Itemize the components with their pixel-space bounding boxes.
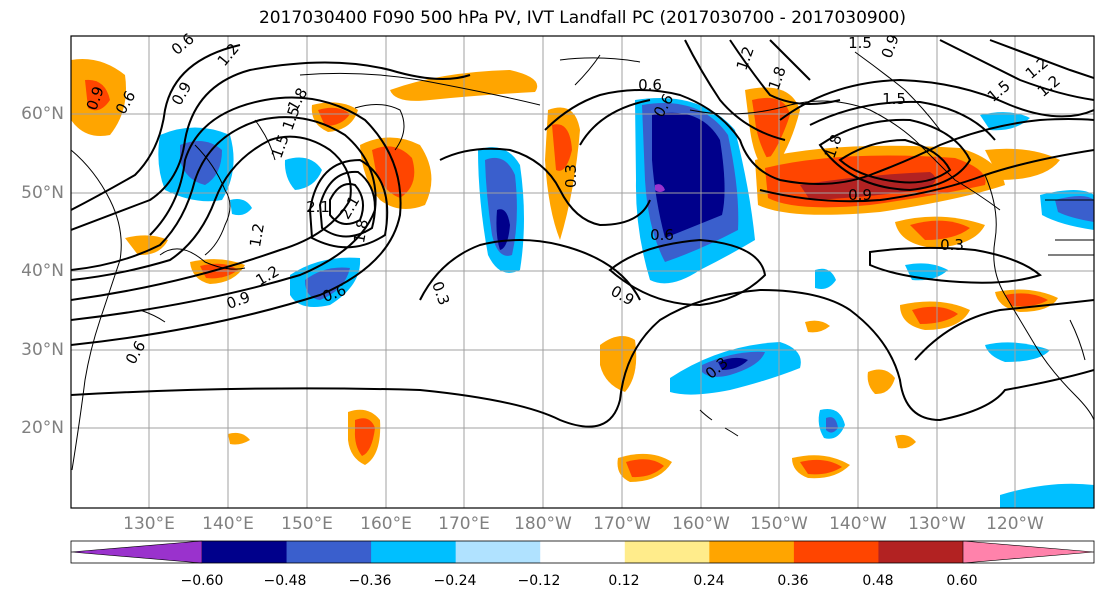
colorbar-tick-label: 0.12 [608,573,640,589]
contour-label: 0.3 [562,164,580,188]
contour-label: 0.6 [650,226,674,244]
anomaly-negative [980,112,1030,131]
contours [71,39,1094,428]
lon-label: 150°E [281,514,333,534]
colorbar-segment [709,541,795,563]
colorbar-tick-label: −0.12 [517,573,561,589]
lon-label: 140°E [202,514,254,534]
lon-label: 120°W [986,514,1044,534]
anomaly-negative [905,263,948,281]
lat-label: 50°N [21,183,64,203]
lat-label: 20°N [21,418,64,438]
contour-label: 0.3 [940,236,964,254]
lon-label: 170°W [593,514,651,534]
colorbar-segment [455,541,541,563]
anomaly-positive [600,336,637,392]
colorbar-segment [286,541,372,563]
anomaly-positive [125,235,168,256]
anomaly-positive [867,369,895,395]
contour-label: 0.6 [638,76,662,94]
contour-label: 1.2 [253,262,283,290]
lon-label: 130°W [908,514,966,534]
colorbar-extend-high [962,540,1095,564]
contour-label: 0.9 [848,186,872,204]
contour-label: 0.9 [168,79,196,109]
anomaly-positive [805,320,830,333]
colorbar [70,540,1095,564]
colorbar-tick-label: 0.60 [946,573,978,589]
map-frame [70,35,1095,509]
lon-label: 170°E [438,514,490,534]
colorbar-segment [540,541,626,563]
contour-label: 1.5 [984,77,1014,106]
lat-label: 40°N [21,261,64,281]
lat-label: 30°N [21,340,64,360]
colorbar-segment [202,541,288,563]
contour-label: 0.6 [168,30,198,59]
anomaly-negative [284,157,322,190]
contour-label: 1.8 [765,64,790,93]
anomaly-positive [895,434,916,449]
colorbar-segment [793,541,879,563]
lon-label: 140°W [829,514,887,534]
contour-label: 2.1 [336,193,364,223]
colorbar-tick-label: −0.48 [263,573,307,589]
contour-label: 1.8 [350,218,372,245]
colorbar-tick-label: −0.24 [433,573,477,589]
colorbar-segment [878,541,964,563]
colorbar-tick-label: 0.48 [862,573,894,589]
anomaly-negative [230,199,252,216]
contour-label: 0.3 [428,279,453,308]
gridlines [71,36,1094,508]
contour-label: 1.5 [882,90,906,108]
colorbar-tick-label: −0.36 [348,573,392,589]
anomaly-positive [228,432,250,445]
lon-label: 130°E [123,514,175,534]
lon-label: 160°E [360,514,412,534]
contour-label: 1.5 [848,34,872,52]
lon-label: 180°W [514,514,572,534]
contour-label: 1.2 [246,222,268,249]
contour-label: 1.2 [214,40,243,70]
anomaly-negative [815,268,836,289]
colorbar-segment [624,541,710,563]
contour-label: 0.6 [122,338,150,368]
lat-label: 60°N [21,104,64,124]
colorbar-tick-label: 0.36 [777,573,809,589]
colorbar-segment [371,541,457,563]
colorbar-extend-low [70,540,203,564]
colorbar-tick-label: −0.60 [180,573,224,589]
anomaly-negative [985,342,1050,362]
contour-label: 2.1 [306,198,330,216]
map-title: 2017030400 F090 500 hPa PV, IVT Landfall… [258,8,906,28]
shaded-anomalies [71,59,1094,508]
lon-label: 150°W [750,514,808,534]
anomaly-negative [1000,483,1094,508]
lon-label: 160°W [672,514,730,534]
colorbar-tick-label: 0.24 [693,573,725,589]
